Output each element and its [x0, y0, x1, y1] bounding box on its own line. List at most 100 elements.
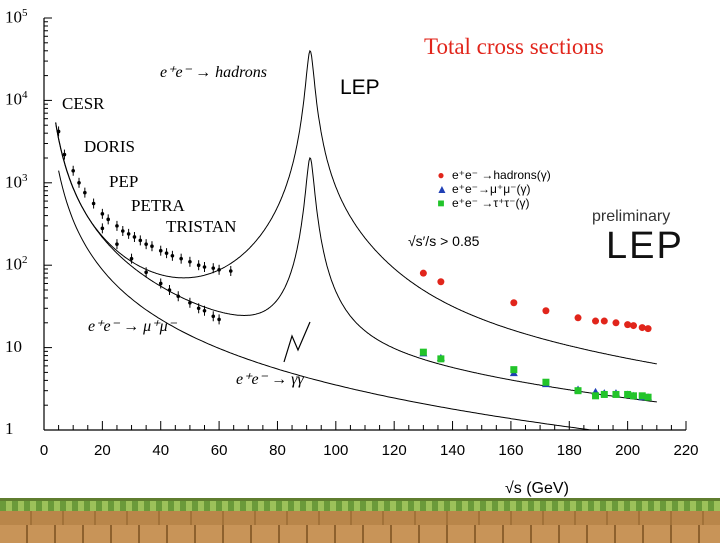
- y-tick-base: 10: [5, 7, 22, 27]
- data-point-low-energy: [170, 254, 175, 258]
- triangle-marker-icon: ▲: [436, 182, 448, 196]
- data-point-low-energy: [129, 256, 134, 261]
- data-point-circle: [574, 314, 582, 322]
- data-point-low-energy: [106, 217, 110, 222]
- data-point-square: [624, 390, 632, 398]
- data-point-low-energy: [164, 251, 169, 255]
- label-pep: PEP: [109, 172, 139, 191]
- mumu-curve: [55, 122, 657, 403]
- data-point-low-energy: [150, 244, 154, 249]
- process-gammagamma: e⁺e⁻ → γγ: [236, 371, 304, 388]
- data-point-circle: [629, 322, 637, 330]
- data-point-low-energy: [115, 224, 119, 228]
- y-tick-base: 1: [5, 419, 14, 438]
- data-point-circle: [510, 299, 518, 307]
- preliminary-label: preliminary: [592, 208, 671, 225]
- lep-peak-label: LEP: [340, 76, 380, 99]
- data-point-low-energy: [144, 242, 148, 246]
- y-tick-label: 10: [5, 337, 22, 357]
- legend-label: e⁺e⁻→μ⁺μ⁻(γ): [452, 182, 531, 196]
- data-point-low-energy: [100, 212, 105, 216]
- data-point-low-energy: [132, 235, 137, 239]
- x-tick-label: 0: [39, 442, 49, 459]
- gammagamma-curve: [58, 170, 657, 431]
- data-point-circle: [600, 317, 608, 325]
- y-tick-label: 105: [5, 7, 28, 28]
- data-point-low-energy: [120, 229, 125, 233]
- data-point-square: [437, 355, 445, 363]
- lep-logo: LEP: [606, 225, 684, 267]
- brick-strip: [0, 525, 720, 543]
- data-point-low-energy: [138, 238, 143, 243]
- legend-item-tautau: ■ e⁺e⁻ →τ⁺τ⁻(γ): [436, 196, 551, 210]
- label-petra: PETRA: [131, 196, 185, 215]
- chart-title: Total cross sections: [424, 34, 604, 59]
- data-point-circle: [437, 278, 445, 286]
- label-tristan: TRISTAN: [166, 217, 237, 236]
- data-point-circle: [612, 319, 620, 327]
- data-point-low-energy: [62, 152, 67, 157]
- y-tick-base: 10: [5, 172, 22, 192]
- data-point-low-energy: [196, 306, 201, 311]
- x-tick-label: 140: [440, 442, 466, 459]
- data-point-low-energy: [83, 190, 87, 195]
- data-point-square: [644, 393, 652, 401]
- data-point-square: [419, 348, 427, 356]
- data-point-low-energy: [176, 294, 181, 299]
- data-point-circle: [644, 325, 652, 333]
- data-point-square: [600, 390, 608, 398]
- data-point-square: [592, 392, 600, 400]
- data-point-low-energy: [228, 269, 233, 273]
- y-tick-base: 10: [5, 254, 22, 274]
- data-point-square: [542, 378, 550, 386]
- x-tick-label: 20: [94, 442, 111, 459]
- data-point-circle: [419, 269, 427, 277]
- arrow-icon: [283, 321, 311, 363]
- x-tick-label: 60: [210, 442, 228, 459]
- data-point-low-energy: [158, 281, 163, 286]
- label-cesr: CESR: [62, 94, 105, 113]
- data-point-low-energy: [115, 242, 119, 246]
- label-doris: DORIS: [84, 137, 136, 156]
- legend-item-mumu: ▲ e⁺e⁻→μ⁺μ⁻(γ): [436, 182, 551, 196]
- data-point-low-energy: [179, 256, 183, 261]
- square-marker-icon: ■: [437, 196, 445, 210]
- data-point-square: [510, 366, 518, 374]
- data-point-low-energy: [211, 266, 216, 270]
- x-tick-label: 220: [673, 442, 699, 459]
- data-point-low-energy: [56, 129, 61, 134]
- y-tick-exponent: 5: [22, 7, 28, 19]
- decorative-footer: [0, 498, 720, 543]
- data-point-square: [612, 390, 620, 398]
- data-point-low-energy: [100, 226, 105, 231]
- y-tick-exponent: 4: [22, 89, 28, 102]
- legend: ● e⁺e⁻ →hadrons(γ) ▲ e⁺e⁻→μ⁺μ⁻(γ) ■ e⁺e⁻…: [436, 168, 551, 210]
- x-tick-label: 100: [323, 442, 349, 459]
- x-tick-label: 120: [381, 442, 407, 459]
- data-point-low-energy: [91, 201, 96, 206]
- y-tick-label: 102: [5, 254, 28, 275]
- x-tick-label: 40: [152, 442, 170, 459]
- data-point-low-energy: [217, 267, 221, 272]
- y-tick-base: 10: [5, 336, 22, 356]
- y-tick-label: 1: [5, 419, 14, 439]
- y-tick-base: 10: [5, 90, 22, 110]
- data-point-square: [638, 392, 646, 400]
- process-hadrons: e⁺e⁻ → hadrons: [160, 64, 267, 81]
- circle-marker-icon: ●: [437, 168, 445, 182]
- y-tick-label: 103: [5, 172, 28, 193]
- theory-curves: [55, 49, 657, 431]
- data-point-low-energy: [77, 181, 81, 185]
- data-point-low-energy: [217, 317, 221, 322]
- data-point-low-energy: [188, 259, 192, 264]
- x-tick-label: 200: [615, 442, 641, 459]
- y-tick-exponent: 3: [22, 171, 28, 184]
- data-point-low-energy: [196, 263, 201, 268]
- legend-label: e⁺e⁻ →hadrons(γ): [452, 168, 551, 182]
- grass-strip: [0, 501, 720, 511]
- data-point-low-energy: [158, 248, 163, 253]
- axes: [43, 17, 687, 431]
- data-point-circle: [592, 317, 600, 325]
- x-tick-label: 180: [556, 442, 582, 459]
